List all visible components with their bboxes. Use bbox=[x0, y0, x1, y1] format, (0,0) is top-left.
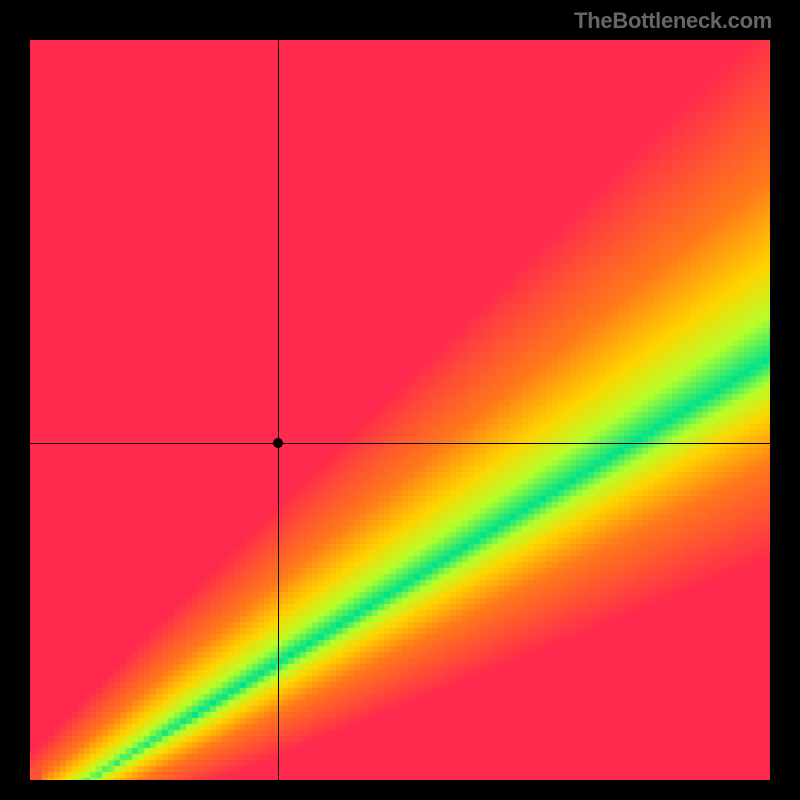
heatmap-canvas bbox=[30, 40, 770, 780]
plot-area bbox=[30, 40, 770, 780]
watermark-text: TheBottleneck.com bbox=[574, 8, 772, 34]
chart-frame: TheBottleneck.com bbox=[0, 0, 800, 800]
